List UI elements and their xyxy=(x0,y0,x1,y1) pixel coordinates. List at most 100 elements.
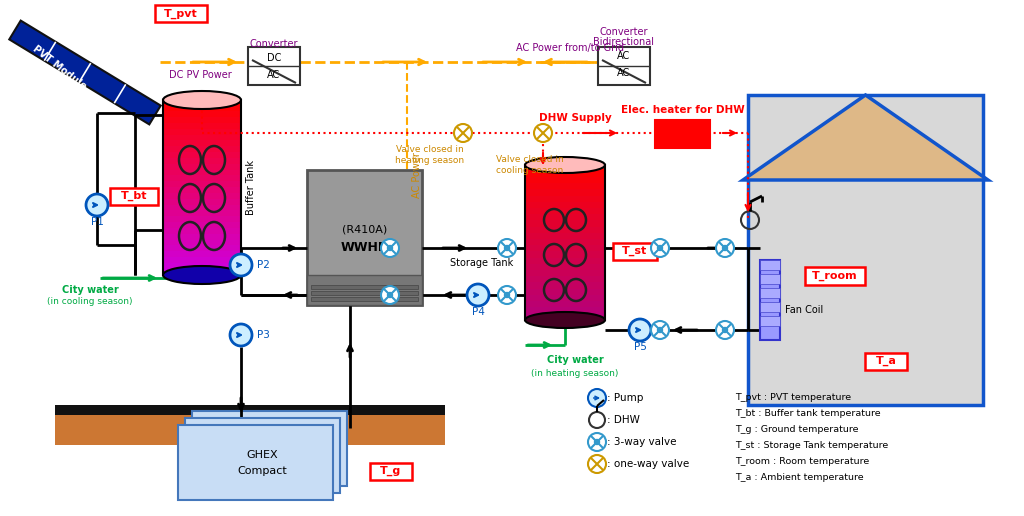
Bar xyxy=(525,257,605,264)
Bar xyxy=(163,140,241,147)
Bar xyxy=(613,243,657,260)
Bar xyxy=(163,216,241,222)
Circle shape xyxy=(505,246,510,250)
Bar xyxy=(525,208,605,215)
Bar xyxy=(525,165,605,171)
Circle shape xyxy=(723,328,727,332)
Bar xyxy=(163,211,241,217)
Text: DC PV Power: DC PV Power xyxy=(169,70,231,80)
Bar xyxy=(163,158,241,164)
Text: Buffer Tank: Buffer Tank xyxy=(246,160,256,215)
Bar xyxy=(525,288,605,295)
Bar xyxy=(525,220,605,227)
Bar xyxy=(311,285,418,289)
Bar xyxy=(163,263,241,269)
Bar xyxy=(525,270,605,277)
Bar xyxy=(163,135,241,141)
Bar xyxy=(311,297,418,301)
Bar xyxy=(525,183,605,190)
Text: City water: City water xyxy=(547,355,603,365)
Text: Storage Tank: Storage Tank xyxy=(450,257,513,267)
Circle shape xyxy=(381,286,399,304)
Bar xyxy=(525,301,605,308)
Text: T_bt: T_bt xyxy=(121,191,147,201)
Circle shape xyxy=(629,319,651,341)
Bar xyxy=(163,169,241,176)
Circle shape xyxy=(498,239,516,257)
Bar xyxy=(655,120,710,148)
Bar xyxy=(865,353,907,370)
Bar xyxy=(525,313,605,320)
Bar xyxy=(525,276,605,283)
Bar xyxy=(525,307,605,314)
Circle shape xyxy=(86,194,108,216)
Circle shape xyxy=(651,239,669,257)
Bar xyxy=(598,47,650,85)
Text: : 3-way valve: : 3-way valve xyxy=(607,437,677,447)
Text: P3: P3 xyxy=(257,330,270,340)
Bar xyxy=(525,264,605,270)
Bar xyxy=(748,95,983,405)
Bar xyxy=(55,405,445,415)
Text: Valve closed in
cooling season: Valve closed in cooling season xyxy=(496,155,564,175)
Text: AC: AC xyxy=(267,70,281,80)
Text: T_pvt : PVT temperature: T_pvt : PVT temperature xyxy=(735,394,851,402)
Text: P5: P5 xyxy=(634,342,646,352)
Bar xyxy=(525,233,605,239)
Bar xyxy=(163,164,241,170)
Text: DC: DC xyxy=(267,53,282,63)
Ellipse shape xyxy=(163,266,241,284)
Text: : DHW: : DHW xyxy=(607,415,640,425)
Bar xyxy=(163,123,241,129)
Bar xyxy=(163,175,241,182)
Bar xyxy=(110,188,158,205)
Text: (in heating season): (in heating season) xyxy=(531,368,618,378)
Bar xyxy=(525,196,605,202)
Bar xyxy=(163,100,241,106)
Text: (R410A): (R410A) xyxy=(342,224,387,234)
Bar xyxy=(525,227,605,233)
Text: Compact: Compact xyxy=(238,465,288,476)
Bar xyxy=(760,260,780,340)
Text: P4: P4 xyxy=(472,307,484,317)
Text: Valve closed in
heating season: Valve closed in heating season xyxy=(395,146,465,165)
Text: AC: AC xyxy=(617,51,631,61)
Bar xyxy=(311,291,418,295)
Bar xyxy=(163,146,241,153)
Bar xyxy=(178,425,333,500)
Text: Bidirectional: Bidirectional xyxy=(594,37,654,47)
Text: : Pump: : Pump xyxy=(607,393,643,403)
Text: Fan Coil: Fan Coil xyxy=(785,305,823,315)
Text: T_g: T_g xyxy=(380,466,401,476)
Text: T_g : Ground temperature: T_g : Ground temperature xyxy=(735,426,858,434)
Bar xyxy=(525,177,605,184)
Bar xyxy=(163,222,241,229)
Bar xyxy=(525,202,605,208)
Bar xyxy=(525,245,605,252)
Text: Converter: Converter xyxy=(600,27,648,37)
Bar xyxy=(307,275,422,305)
Circle shape xyxy=(651,321,669,339)
Bar xyxy=(525,171,605,178)
Text: : one-way valve: : one-way valve xyxy=(607,459,689,469)
Bar xyxy=(163,239,241,246)
Bar xyxy=(163,257,241,263)
Circle shape xyxy=(381,239,399,257)
Text: T_room : Room temperature: T_room : Room temperature xyxy=(735,458,869,466)
Circle shape xyxy=(588,433,606,451)
Text: Converter: Converter xyxy=(250,39,298,49)
Bar xyxy=(163,269,241,275)
Text: T_a : Ambient temperature: T_a : Ambient temperature xyxy=(735,474,863,482)
Bar xyxy=(760,288,780,298)
Circle shape xyxy=(467,284,489,306)
Text: T_bt : Buffer tank temperature: T_bt : Buffer tank temperature xyxy=(735,410,881,418)
Bar xyxy=(248,47,300,85)
Text: P1: P1 xyxy=(90,217,103,227)
Bar xyxy=(525,239,605,246)
Bar xyxy=(193,411,347,486)
Text: AC Power from/to Grid: AC Power from/to Grid xyxy=(516,43,624,53)
Bar xyxy=(163,251,241,257)
Circle shape xyxy=(716,239,734,257)
Bar xyxy=(525,165,605,320)
Circle shape xyxy=(716,321,734,339)
